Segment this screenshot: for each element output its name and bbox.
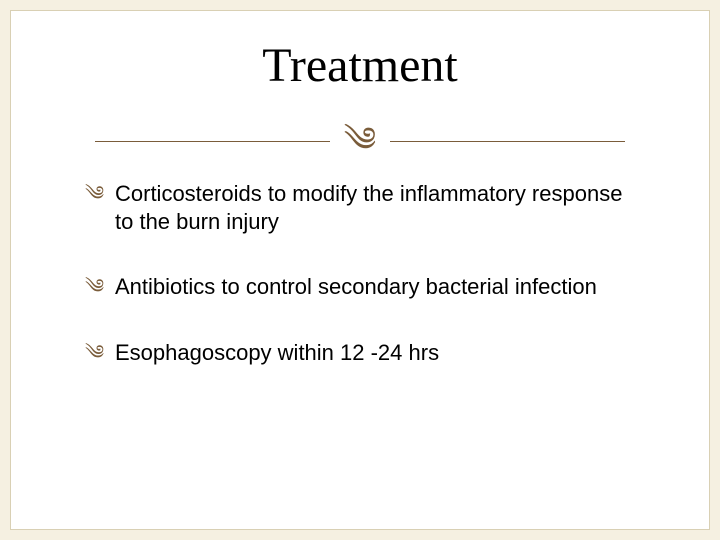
slide: Treatment ༄ ༄ Corticosteroids to modify t… xyxy=(0,0,720,540)
content-area: ༄ Corticosteroids to modify the inflammat… xyxy=(85,180,640,404)
flourish-icon: ༄ xyxy=(336,124,384,158)
title-divider: ༄ xyxy=(95,124,625,158)
divider-line-left xyxy=(95,141,330,142)
bullet-flourish-icon: ༄ xyxy=(85,182,104,207)
divider-line-right xyxy=(390,141,625,142)
list-item-text: Antibiotics to control secondary bacteri… xyxy=(115,274,597,299)
list-item-text: Esophagoscopy within 12 -24 hrs xyxy=(115,340,439,365)
bullet-flourish-icon: ༄ xyxy=(85,275,104,300)
bullet-flourish-icon: ༄ xyxy=(85,341,104,366)
list-item-text: Corticosteroids to modify the inflammato… xyxy=(115,181,622,234)
list-item: ༄ Corticosteroids to modify the inflammat… xyxy=(85,180,640,235)
list-item: ༄ Esophagoscopy within 12 -24 hrs xyxy=(85,339,640,367)
list-item: ༄ Antibiotics to control secondary bacter… xyxy=(85,273,640,301)
slide-title: Treatment xyxy=(0,38,720,93)
